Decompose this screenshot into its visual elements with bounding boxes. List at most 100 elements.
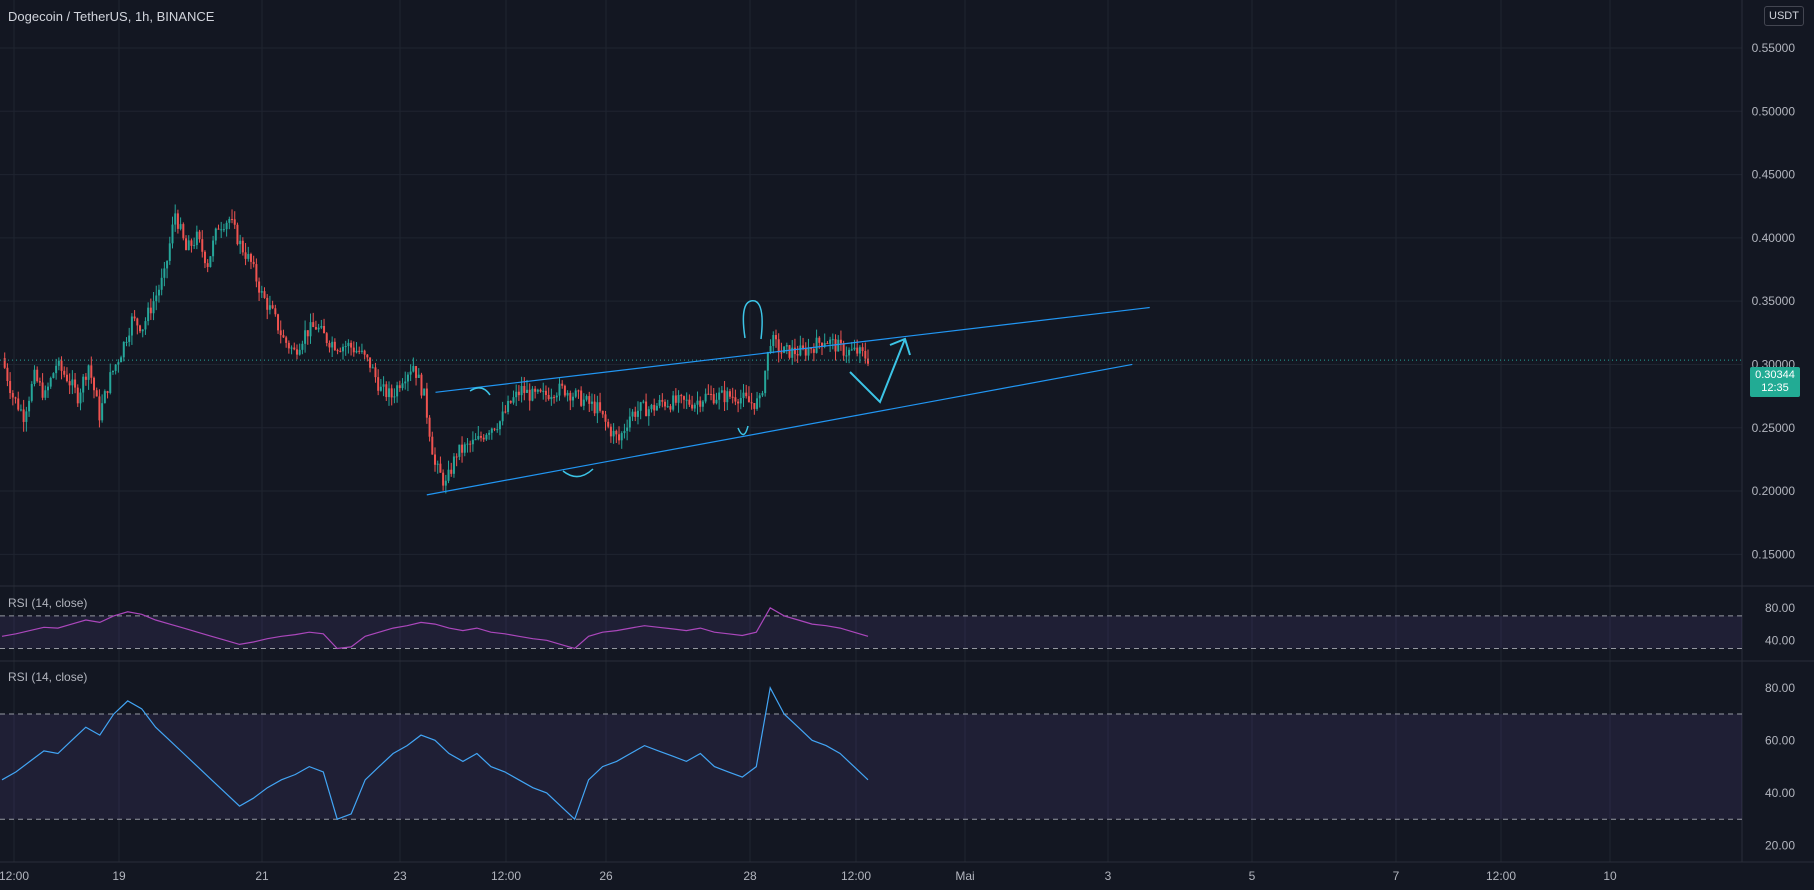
candle <box>731 387 734 404</box>
time-tick-label: 26 <box>599 869 613 883</box>
candle-body <box>569 392 572 401</box>
candle <box>471 431 474 452</box>
candle-body <box>636 410 639 417</box>
candle-body <box>347 342 350 347</box>
candle <box>820 342 823 356</box>
candle-body <box>526 389 529 393</box>
candle <box>19 404 22 412</box>
candle <box>455 453 458 467</box>
candle-body <box>812 349 815 353</box>
candle <box>76 384 79 407</box>
candle-body <box>471 439 474 445</box>
candle <box>214 227 217 245</box>
candle-body <box>214 228 217 241</box>
candle <box>766 351 769 380</box>
candle-body <box>344 346 347 348</box>
candle <box>263 287 266 299</box>
last-price-value: 0.30344 <box>1755 369 1795 381</box>
candle <box>41 373 44 401</box>
candle <box>90 356 93 384</box>
candle-body <box>417 374 420 378</box>
candle-body <box>323 325 326 334</box>
candle-body <box>249 254 252 262</box>
candle-body <box>369 357 372 368</box>
candle <box>144 317 147 335</box>
candle <box>369 357 372 373</box>
candle <box>867 349 869 367</box>
candle-body <box>33 369 36 385</box>
candle <box>57 357 60 371</box>
candle-body <box>17 398 20 410</box>
candle-body <box>810 347 813 350</box>
candle <box>523 377 526 401</box>
currency-badge[interactable]: USDT <box>1764 6 1804 26</box>
candle-body <box>93 377 96 391</box>
candle <box>553 394 556 404</box>
candle-body <box>282 335 285 338</box>
candle-body <box>431 436 434 455</box>
candle-body <box>867 358 869 364</box>
candle-body <box>63 370 66 375</box>
candle-body <box>144 321 147 330</box>
candle-body <box>555 395 558 398</box>
candle-body <box>41 382 44 398</box>
candle-body <box>566 392 569 396</box>
candle <box>774 329 777 348</box>
rsi-bottom-label: RSI (14, close) <box>8 670 88 684</box>
candle-body <box>766 351 769 371</box>
candle <box>807 338 810 361</box>
candle <box>666 399 669 408</box>
candle <box>677 390 680 413</box>
candle-body <box>382 384 385 387</box>
candle <box>79 388 82 411</box>
candle-body <box>309 322 312 337</box>
candle <box>320 319 323 330</box>
candle <box>125 337 128 347</box>
candle-body <box>84 376 87 380</box>
candle <box>201 230 204 258</box>
candle-body <box>277 314 280 331</box>
candle-body <box>658 399 661 406</box>
candle-body <box>688 399 691 405</box>
candle <box>9 372 12 399</box>
candle <box>758 393 761 408</box>
candle-body <box>139 325 142 332</box>
candle <box>582 393 585 411</box>
candle-body <box>758 395 761 399</box>
candle-body <box>60 360 63 371</box>
candle-body <box>774 335 777 340</box>
candle-body <box>122 342 125 358</box>
candle <box>341 343 344 360</box>
candle-body <box>106 391 109 393</box>
candle-body <box>163 268 166 278</box>
candle <box>109 363 112 395</box>
candle-body <box>696 400 699 405</box>
candle-body <box>539 389 542 392</box>
candle-body <box>498 421 501 430</box>
time-tick-label: 19 <box>112 869 126 883</box>
candle-body <box>615 430 618 435</box>
candle <box>674 388 677 406</box>
candle-body <box>664 401 667 407</box>
candle-body <box>466 443 469 445</box>
candle-body <box>209 256 212 267</box>
candle <box>6 363 9 387</box>
candle-body <box>647 409 650 417</box>
candle <box>247 246 250 262</box>
candle <box>469 440 472 453</box>
candle <box>385 381 388 401</box>
price-tick-label: 0.55000 <box>1752 41 1796 55</box>
candle-body <box>36 369 39 382</box>
candle <box>504 405 507 414</box>
candle-body <box>685 399 688 401</box>
candle-body <box>861 347 864 351</box>
candle-body <box>65 374 68 382</box>
candle-body <box>563 385 566 396</box>
candle-body <box>593 401 596 414</box>
candle-body <box>49 377 52 387</box>
candle-body <box>434 454 436 465</box>
candle-body <box>618 434 621 441</box>
candle <box>428 415 431 442</box>
candle <box>130 313 133 345</box>
